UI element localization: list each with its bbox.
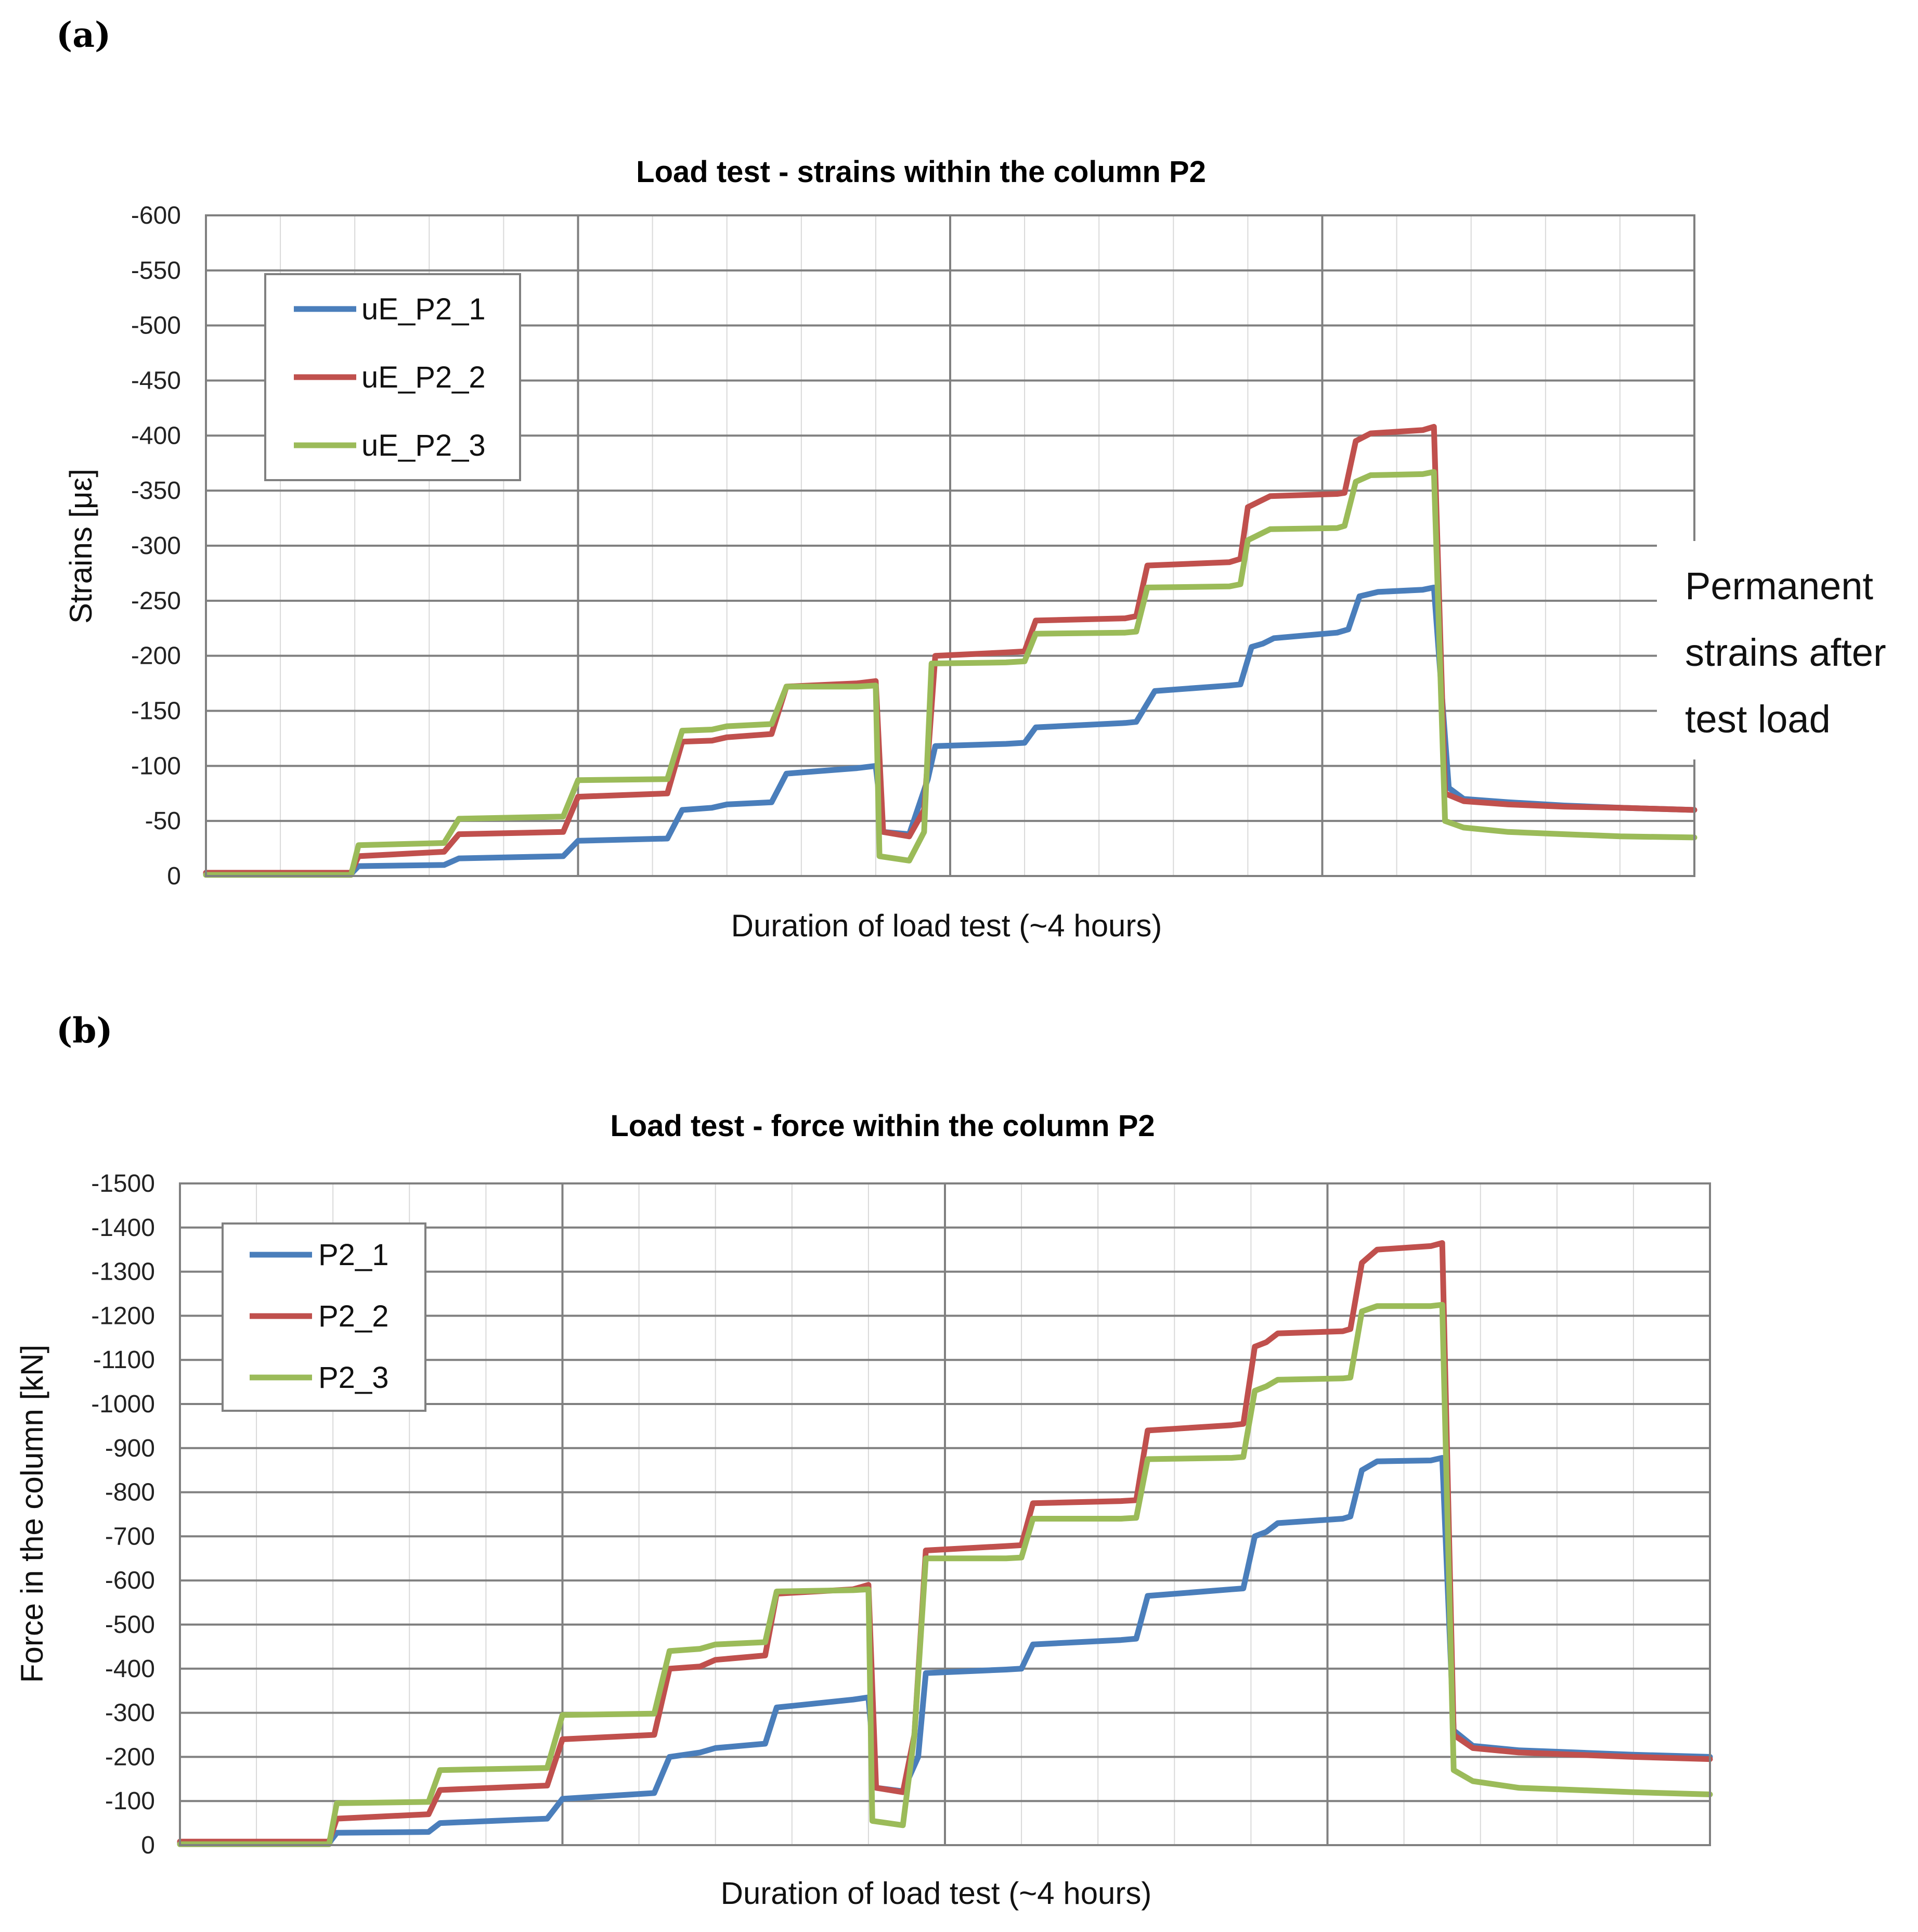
y-tick-label: -800 [105,1479,155,1506]
panel-a: (a) Load test - strains within the colum… [56,15,1918,943]
y-tick-label: -1500 [91,1170,155,1197]
annotation-permanent-strains: Permanent strains after test load [1657,541,1918,759]
y-tick-label: -450 [131,367,181,395]
y-tick-label: -550 [131,257,181,285]
chart-b-legend-entry-1: P2_1 [318,1238,388,1272]
y-tick-label: -100 [131,752,181,780]
annotation-line-3: test load [1685,698,1831,741]
series-line-P2_1 [177,1455,1713,1846]
chart-b-x-axis-label: Duration of load test (~4 hours) [721,1876,1152,1911]
panel-label-b: (b) [56,1010,113,1051]
y-tick-label: -1100 [93,1346,155,1374]
y-tick-label: -600 [131,202,181,229]
series-line-P2_3 [177,1302,1713,1847]
chart-a-legend-entry-3: uE_P2_3 [361,429,486,462]
chart-b-plot-border [179,1182,1711,1846]
y-tick-label: -400 [131,422,181,449]
chart-a-x-axis-label: Duration of load test (~4 hours) [731,908,1162,943]
chart-b-legend: P2_1 P2_2 P2_3 [222,1222,426,1412]
y-tick-label: -500 [105,1611,155,1639]
chart-b-legend-entry-2: P2_2 [318,1299,388,1333]
y-tick-label: -1000 [91,1390,155,1418]
series-line-uE_P2_3 [203,469,1697,878]
chart-a-legend: uE_P2_1 uE_P2_2 uE_P2_3 [264,273,521,481]
y-tick-label: 0 [167,862,181,890]
y-tick-label: -150 [131,698,181,725]
series-line-uE_P2_2 [203,423,1697,876]
panel-b: (b) Load test - force within the column … [15,1010,1713,1911]
y-tick-label: -300 [105,1699,155,1727]
chart-b-series [177,1240,1713,1847]
y-tick-label: -350 [131,477,181,505]
y-tick-label: -900 [105,1435,155,1462]
y-tick-label: -1300 [91,1258,155,1286]
series-line-uE_P2_1 [203,584,1697,877]
y-tick-label: -50 [145,807,181,835]
y-tick-label: -300 [131,532,181,560]
annotation-line-2: strains after [1685,631,1886,674]
y-tick-label: -200 [105,1743,155,1771]
chart-b-y-ticks: -1500-1400-1300-1200-1100-1000-900-800-7… [91,1170,155,1859]
series-line-P2_2 [177,1240,1713,1845]
chart-a-series [203,423,1697,878]
annotation-background [1657,541,1918,759]
chart-a-legend-entry-2: uE_P2_2 [361,360,486,394]
chart-a-y-axis-label: Strains [με] [63,469,98,624]
chart-b-y-axis-label: Force in the column [kN] [15,1345,49,1683]
y-tick-label: -500 [131,312,181,340]
panel-label-a: (a) [56,15,111,55]
y-tick-label: -1400 [91,1214,155,1242]
y-tick-label: -100 [105,1787,155,1815]
y-tick-label: -1200 [91,1302,155,1330]
chart-b-legend-entry-3: P2_3 [318,1361,388,1395]
y-tick-label: -200 [131,642,181,670]
y-tick-label: -600 [105,1567,155,1594]
chart-title-a: Load test - strains within the column P2 [636,155,1206,189]
y-tick-label: -400 [105,1655,155,1683]
y-tick-label: 0 [141,1832,155,1859]
chart-a-legend-entry-1: uE_P2_1 [361,292,486,326]
chart-title-b: Load test - force within the column P2 [610,1109,1155,1143]
y-tick-label: -700 [105,1523,155,1550]
chart-a-y-ticks: -600-550-500-450-400-350-300-250-200-150… [131,202,181,890]
chart-b-minor-grid [256,1183,1634,1845]
annotation-line-1: Permanent [1685,564,1873,608]
y-tick-label: -250 [131,587,181,615]
